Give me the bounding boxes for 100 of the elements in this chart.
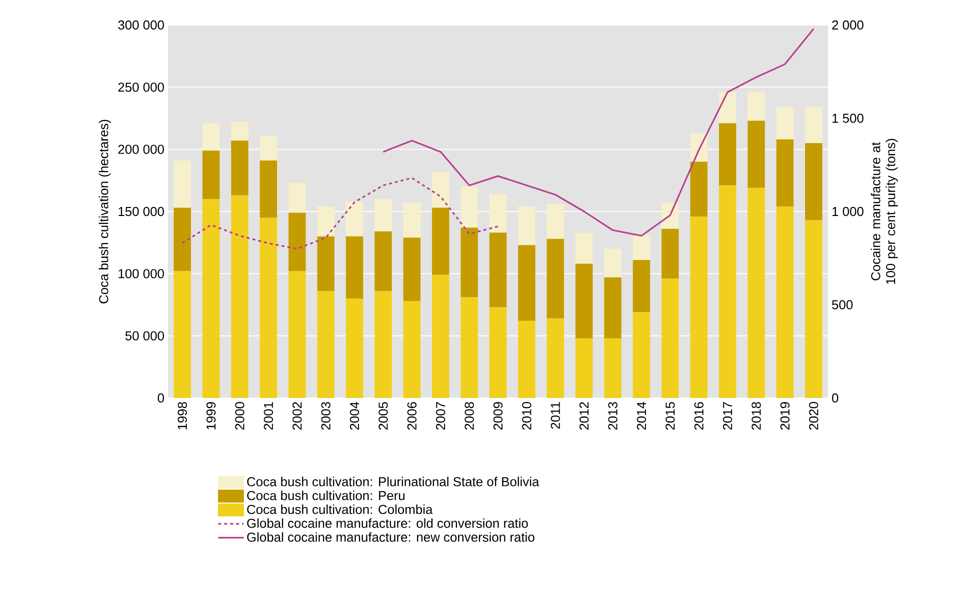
bar <box>231 195 248 398</box>
bar <box>317 291 334 398</box>
bar <box>718 123 736 186</box>
y-tick-label: 200 000 <box>118 144 164 154</box>
bar <box>231 140 248 196</box>
x-tick-label: 2016 <box>694 402 704 430</box>
bar <box>489 307 507 398</box>
x-tick-label: 2004 <box>350 402 360 430</box>
y2-tick-label: 2 000 <box>832 20 864 30</box>
bar <box>632 260 650 312</box>
bar <box>202 123 220 151</box>
bar <box>805 107 822 144</box>
bar <box>575 232 593 264</box>
bar <box>718 92 736 124</box>
bar <box>374 291 392 398</box>
bar <box>174 271 191 398</box>
bar <box>346 298 364 398</box>
bar <box>662 228 679 279</box>
legend-label: Global cocaine manufacture: old conversion ratio <box>247 518 528 528</box>
bar <box>748 120 765 188</box>
y-axis-title: Coca bush cultivation (hectares) <box>98 120 111 304</box>
bar <box>518 206 536 246</box>
y2-tick-label: 500 <box>832 300 853 310</box>
y-tick-label: 300 000 <box>118 20 164 30</box>
bar <box>231 122 248 141</box>
bar <box>288 271 306 398</box>
bar <box>403 238 421 302</box>
bar <box>662 202 679 229</box>
bar <box>432 274 450 398</box>
x-tick-label: 2010 <box>522 402 532 430</box>
x-tick-label: 2002 <box>292 402 302 430</box>
bar <box>805 143 822 220</box>
bar <box>489 232 507 308</box>
bar <box>690 216 708 398</box>
x-tick-label: 2003 <box>321 402 330 430</box>
legend-label: Global cocaine manufacture: new conversion ratio <box>247 532 534 542</box>
x-tick-label: 2009 <box>493 402 503 430</box>
y2-tick-label: 1 000 <box>832 206 864 216</box>
bar <box>489 194 507 233</box>
legend-label: Coca bush cultivation: Peru <box>247 490 404 500</box>
y-tick-label: 250 000 <box>118 82 164 92</box>
x-tick-label: 2017 <box>722 402 732 430</box>
bar <box>776 107 794 140</box>
bar <box>260 218 278 398</box>
legend-label: Coca bush cultivation: Colombia <box>247 504 433 514</box>
y-tick-label: 0 <box>158 393 164 403</box>
bar <box>748 188 765 398</box>
x-tick-label: 2014 <box>636 402 646 430</box>
line-series <box>382 28 814 237</box>
x-tick-label: 1998 <box>178 402 187 430</box>
bar <box>632 312 650 398</box>
y2-axis-title: Cocaine manufacture at 100 per cent purity (tons) <box>870 138 898 284</box>
bar <box>546 238 564 318</box>
y-tick-label: 100 000 <box>118 269 164 278</box>
bar <box>748 92 765 121</box>
bar <box>374 199 392 232</box>
y2-tick-label: 0 <box>832 393 838 403</box>
bar <box>632 235 650 260</box>
bar <box>518 245 536 321</box>
bar <box>546 204 564 239</box>
y2-tick-label: 1 500 <box>832 114 864 123</box>
x-tick-label: 2005 <box>378 402 388 430</box>
bar <box>776 206 794 398</box>
bar <box>403 202 421 238</box>
bar <box>374 231 392 292</box>
bar <box>604 277 622 338</box>
bar <box>460 228 478 298</box>
y-tick-label: 150 000 <box>118 206 164 216</box>
x-tick-label: 2007 <box>436 402 446 430</box>
x-tick-label: 2018 <box>752 402 761 430</box>
bar <box>346 202 364 236</box>
bar <box>288 212 306 272</box>
bar <box>718 185 736 398</box>
bar <box>346 236 364 299</box>
x-tick-label: 2015 <box>666 402 675 430</box>
bar <box>690 162 708 216</box>
line-series <box>182 177 499 250</box>
bar <box>288 182 306 213</box>
bar <box>260 160 278 218</box>
bar <box>260 136 278 161</box>
x-tick-label: 2011 <box>550 402 560 429</box>
bar <box>317 236 334 292</box>
bar <box>575 264 593 338</box>
x-tick-label: 2020 <box>809 402 818 430</box>
bar <box>604 248 622 278</box>
x-tick-label: 2012 <box>580 402 589 430</box>
bar <box>202 150 220 200</box>
bar <box>317 206 334 236</box>
bar <box>546 318 564 398</box>
bar <box>432 172 450 208</box>
bar <box>805 220 822 398</box>
x-tick-label: 2013 <box>608 402 618 430</box>
bar <box>174 160 191 208</box>
legend-label: Coca bush cultivation: Plurinational State of Bolivia <box>247 476 540 486</box>
x-tick-label: 2000 <box>235 402 244 430</box>
bar <box>460 297 478 398</box>
bar <box>403 301 421 398</box>
y-tick-label: 50 000 <box>125 331 164 340</box>
bar <box>662 278 679 398</box>
x-tick-label: 1999 <box>206 402 216 430</box>
